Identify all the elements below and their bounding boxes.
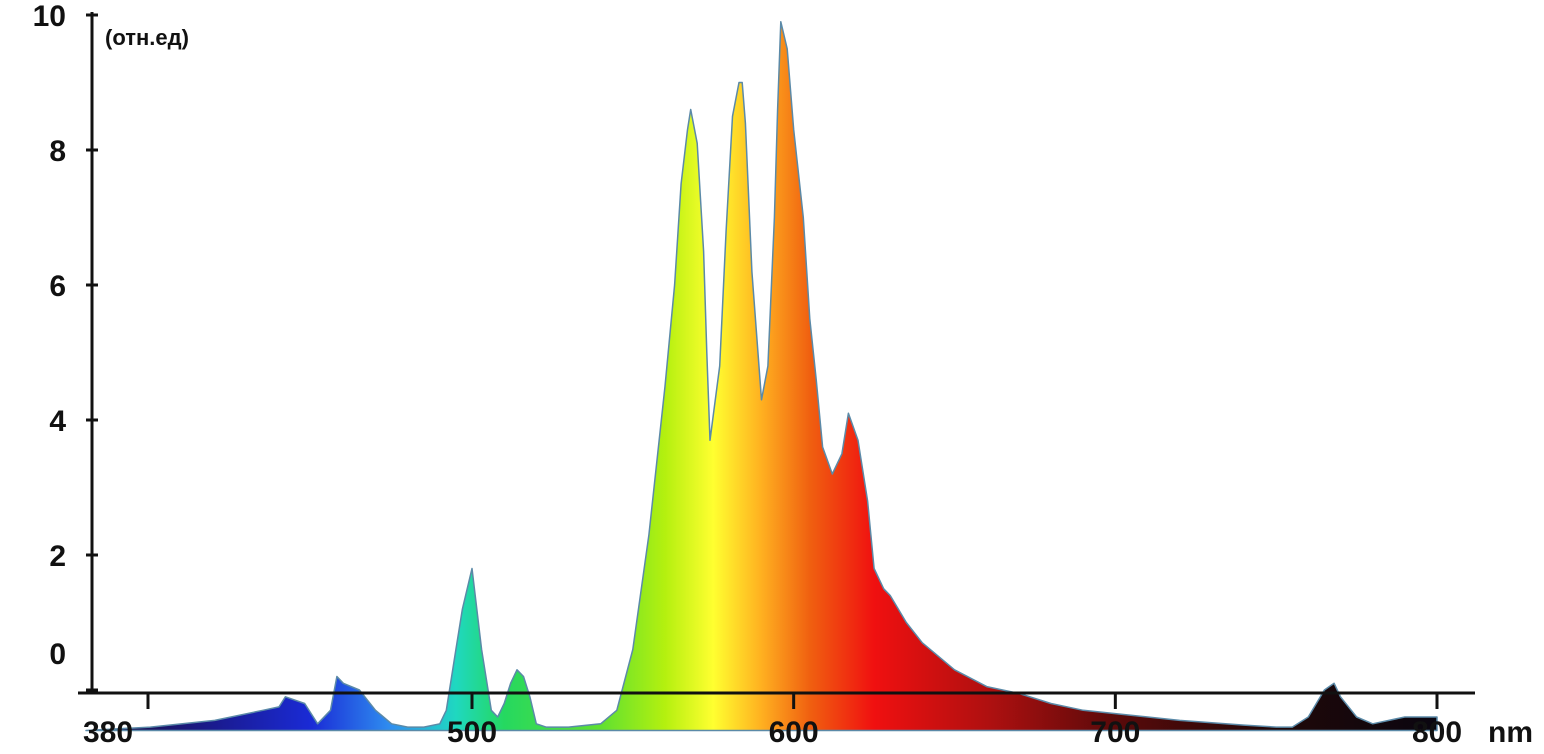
y-tick-label: 4: [49, 405, 66, 438]
y-tick-label: 10: [33, 0, 66, 33]
y-tick-label: 0: [49, 638, 66, 671]
x-axis-label: nm: [1488, 716, 1533, 749]
spectrum-area-layer: [85, 21, 1438, 732]
y-tick-label: 2: [49, 540, 66, 573]
x-tick-label: 600: [769, 716, 819, 749]
spectrum-area: [85, 21, 1438, 732]
y-tick-label: 8: [49, 135, 66, 168]
x-tick-label: 700: [1090, 716, 1140, 749]
ticks-layer: 0 2 4 6 8 10 380 500 600 700 800: [33, 0, 1462, 749]
x-tick-label: 380: [83, 716, 133, 749]
y-axis-label: (отн.ед): [105, 25, 189, 50]
axes-layer: [78, 12, 1475, 695]
x-tick-label: 800: [1412, 716, 1462, 749]
y-tick-label: 6: [49, 270, 66, 303]
x-tick-label: 500: [447, 716, 497, 749]
